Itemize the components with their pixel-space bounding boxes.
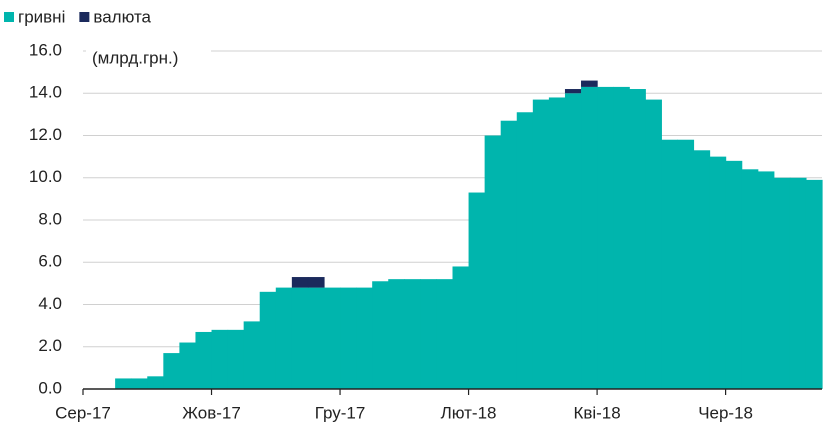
area-step bbox=[211, 329, 229, 389]
area-step bbox=[323, 287, 341, 389]
area-step bbox=[340, 287, 357, 389]
legend-label: гривні bbox=[18, 7, 65, 26]
area-step bbox=[291, 277, 309, 288]
x-tick-label: Жов-17 bbox=[182, 403, 241, 422]
area-step bbox=[227, 329, 245, 389]
y-tick-label: 10.0 bbox=[29, 167, 62, 186]
legend-swatch bbox=[4, 12, 14, 22]
area-step bbox=[179, 342, 197, 389]
y-tick-label: 0.0 bbox=[38, 378, 62, 397]
area-step bbox=[757, 171, 775, 389]
area-step bbox=[597, 86, 614, 389]
area-step bbox=[420, 279, 438, 389]
y-tick-label: 8.0 bbox=[38, 209, 62, 228]
area-step bbox=[388, 279, 405, 389]
y-tick-label: 12.0 bbox=[29, 125, 62, 144]
area-step bbox=[516, 112, 534, 389]
area-step bbox=[725, 160, 743, 389]
area-step bbox=[404, 279, 421, 389]
area-step bbox=[805, 179, 823, 389]
area-step bbox=[147, 376, 164, 389]
area-step bbox=[243, 321, 261, 389]
area-step bbox=[629, 89, 646, 390]
y-tick-label: 16.0 bbox=[29, 40, 62, 59]
area-step bbox=[661, 139, 679, 389]
annotation-bg bbox=[86, 39, 211, 63]
area-step bbox=[275, 287, 293, 389]
area-step bbox=[452, 266, 470, 389]
x-tick-label: Кві-18 bbox=[573, 403, 620, 422]
area-step bbox=[677, 139, 695, 389]
area-step bbox=[773, 177, 791, 389]
x-tick-label: Сер-17 bbox=[55, 403, 111, 422]
y-tick-label: 6.0 bbox=[38, 252, 62, 271]
area-step bbox=[484, 135, 502, 389]
y-tick-label: 2.0 bbox=[38, 336, 62, 355]
area-step bbox=[468, 192, 486, 389]
area-step bbox=[709, 156, 727, 389]
x-tick-label: Гру-17 bbox=[315, 403, 366, 422]
area-step bbox=[163, 353, 180, 389]
area-step bbox=[436, 279, 454, 389]
area-step bbox=[645, 99, 662, 390]
area-step bbox=[115, 378, 132, 389]
legend-swatch bbox=[79, 12, 90, 22]
area-step bbox=[291, 287, 309, 389]
y-tick-label: 4.0 bbox=[38, 294, 62, 313]
area-step bbox=[500, 120, 518, 390]
x-tick-label: Чер-18 bbox=[698, 403, 753, 422]
area-step bbox=[581, 86, 598, 389]
area-step bbox=[693, 150, 711, 389]
area-step bbox=[613, 86, 630, 389]
area-step bbox=[789, 177, 807, 389]
area-step bbox=[356, 287, 373, 389]
annotation: (млрд.грн.) bbox=[92, 48, 178, 67]
area-step bbox=[564, 93, 582, 389]
legend-label: валюта bbox=[93, 7, 151, 26]
area-step bbox=[259, 291, 277, 389]
area-step bbox=[741, 169, 759, 389]
y-tick-label: 14.0 bbox=[29, 83, 62, 102]
area-step bbox=[195, 331, 213, 389]
area-step bbox=[532, 99, 550, 390]
area-step bbox=[372, 281, 389, 389]
area-step bbox=[131, 378, 148, 389]
x-tick-label: Лют-18 bbox=[441, 403, 497, 422]
area-step bbox=[548, 97, 566, 389]
area-step bbox=[564, 89, 582, 94]
area-step bbox=[581, 80, 598, 87]
area-step bbox=[307, 287, 325, 389]
area-step bbox=[307, 277, 325, 288]
